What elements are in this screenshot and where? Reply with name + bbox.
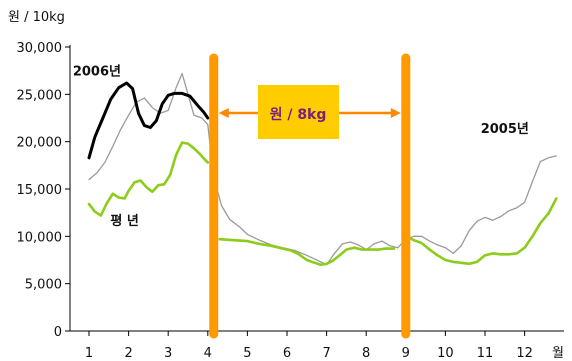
x-tick-label: 6 bbox=[283, 346, 291, 361]
x-tick-label: 3 bbox=[164, 346, 172, 361]
y-tick-label: 20,000 bbox=[17, 136, 63, 151]
series-line-4 bbox=[404, 197, 558, 266]
arrow-right-head bbox=[390, 108, 401, 118]
y-tick-label: 10,000 bbox=[17, 230, 63, 245]
x-tick-label: 8 bbox=[362, 346, 370, 361]
x-tick-label: 1 bbox=[85, 346, 93, 361]
x-tick-label: 2 bbox=[124, 346, 132, 361]
y-tick-label: 15,000 bbox=[17, 183, 63, 198]
series-line-3 bbox=[218, 237, 396, 266]
x-tick-label: 7 bbox=[322, 346, 330, 361]
y-tick-label: 5,000 bbox=[25, 278, 62, 293]
marker-layer: 원 / 8kg bbox=[209, 53, 411, 339]
unit-box-label: 원 / 8kg bbox=[270, 107, 327, 123]
series-line-2 bbox=[87, 141, 210, 217]
y-axis-unit: 원 / 10kg bbox=[8, 10, 65, 25]
y-tick-label: 0 bbox=[54, 325, 62, 340]
y-tick-label: 30,000 bbox=[17, 41, 63, 56]
series-line-0 bbox=[87, 81, 210, 160]
y-tick-label: 25,000 bbox=[17, 88, 63, 103]
x-tick-label: 9 bbox=[402, 346, 410, 361]
x-tick-label: 10 bbox=[437, 346, 454, 361]
series-label-3: 평 년 bbox=[110, 213, 138, 229]
x-tick-label: 11 bbox=[477, 346, 494, 361]
x-tick-label: 5 bbox=[243, 346, 251, 361]
series-layer bbox=[87, 72, 558, 266]
arrow-left-head bbox=[218, 108, 229, 118]
x-tick-label: 12 bbox=[516, 346, 533, 361]
series-label-2: 2005년 bbox=[481, 122, 529, 137]
unit-box bbox=[258, 85, 339, 139]
x-tick-label: 4 bbox=[204, 346, 212, 361]
x-axis-unit: 월 bbox=[552, 346, 564, 361]
series-label-1: 2006년 bbox=[73, 64, 121, 79]
